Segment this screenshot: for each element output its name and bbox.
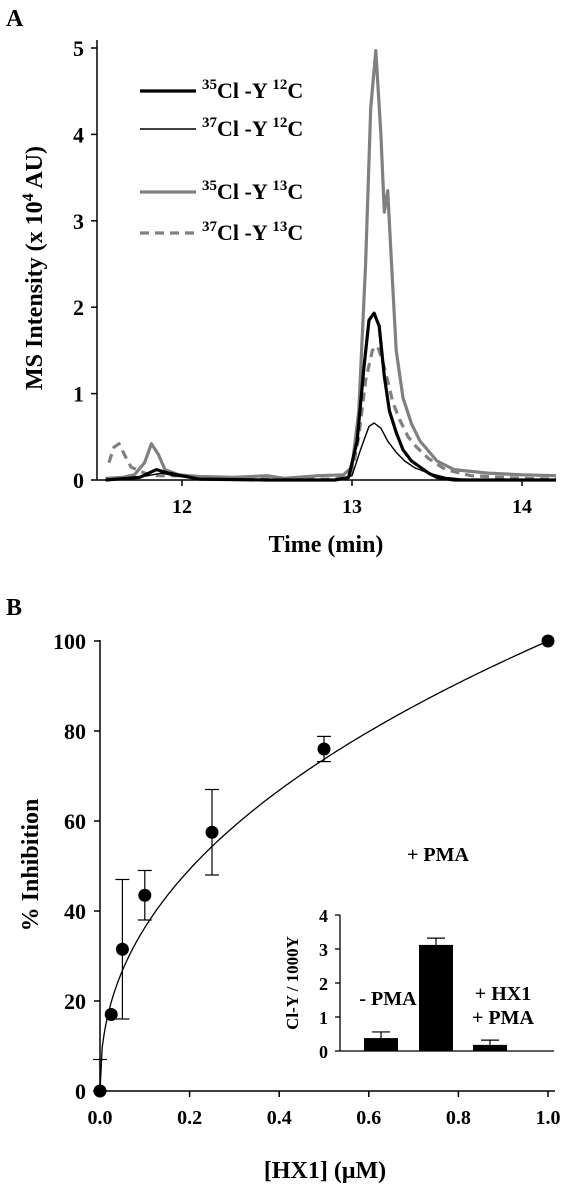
panel-a-ytick-label: 2 <box>73 295 84 320</box>
panel-b-ytick-label: 60 <box>64 809 86 834</box>
panel-a-label: A <box>6 6 24 32</box>
panel-a-ytick-label: 5 <box>73 36 84 61</box>
panel-a-series-line <box>107 344 557 481</box>
panel-a-xtick-label: 12 <box>172 496 192 518</box>
data-point <box>138 888 152 902</box>
inset-bar-label: - PMA <box>359 988 417 1010</box>
panel-b-xtick-label: 1.0 <box>536 1107 561 1129</box>
inset-bar-label: + PMA <box>407 844 469 866</box>
panel-a-ytick-label: 3 <box>73 209 84 234</box>
legend-label: 37Cl -Y 12C <box>202 115 303 141</box>
legend-label: 35Cl -Y 12C <box>202 77 303 103</box>
inset-bar <box>364 1038 398 1051</box>
panel-b-ytick-label: 100 <box>53 629 86 654</box>
panel-b-ytick-label: 40 <box>64 899 86 924</box>
panel-a-xtick-label: 13 <box>342 496 362 518</box>
panel-b-xtick-label: 0.2 <box>177 1107 202 1129</box>
inset-bar-label: + PMA <box>472 1007 534 1029</box>
panel-b-xtick-label: 0.6 <box>356 1107 381 1129</box>
inset-ytick-label: 3 <box>319 940 328 960</box>
panel-b-label: B <box>6 595 22 621</box>
inset-bar <box>473 1044 507 1051</box>
panel-b-xlabel: [HX1] (μM) <box>264 1158 386 1184</box>
panel-b-points <box>93 634 555 1098</box>
panel-a-ylabel: MS Intensity (x 104 AU) <box>20 146 48 390</box>
inset-ticks: 0 1 2 3 4 <box>319 906 340 1062</box>
data-point <box>205 825 219 839</box>
data-point <box>93 1084 107 1098</box>
panel-b-ylabel: % Inhibition <box>18 799 44 932</box>
inset-ytick-label: 1 <box>319 1008 328 1028</box>
panel-a-series-line <box>105 311 556 482</box>
panel-a-xtick-label: 14 <box>512 496 532 518</box>
panel-b-ytick-label: 80 <box>64 719 86 744</box>
inset-ylabel: Cl-Y / 1000Y <box>283 936 302 1030</box>
panel-a-series <box>105 49 557 482</box>
inset-bars: - PMA+ PMA+ HX1+ PMA <box>359 844 535 1051</box>
panel-a-ytick-label: 1 <box>73 382 84 407</box>
panel-b-xtick-label: 0.0 <box>88 1107 113 1129</box>
panel-a-legend: 35Cl -Y 12C 37Cl -Y 12C 35Cl -Y 13C 37Cl -Y… <box>140 77 303 245</box>
inset-ytick-label: 4 <box>319 906 328 926</box>
panel-a-ytick-label: 4 <box>73 122 84 147</box>
panel-a-xlabel: Time (min) <box>269 532 384 558</box>
panel-b-ytick-label: 20 <box>64 989 86 1014</box>
legend-label: 35Cl -Y 13C <box>202 178 303 204</box>
panel-b-xtick-label: 0.8 <box>446 1107 471 1129</box>
data-point <box>104 1008 118 1021</box>
data-point <box>541 634 555 648</box>
inset-ytick-label: 2 <box>319 974 328 994</box>
data-point <box>317 742 331 756</box>
inset-bar <box>419 944 453 1051</box>
inset-bar-label: + HX1 <box>475 983 531 1005</box>
data-point <box>115 942 129 956</box>
panel-a-series-line <box>105 49 557 480</box>
panel-a-ytick-label: 0 <box>73 468 84 493</box>
panel-b-xtick-label: 0.4 <box>267 1107 292 1129</box>
panel-b-ytick-label: 0 <box>75 1079 86 1104</box>
legend-label: 37Cl -Y 13C <box>202 219 303 245</box>
inset-ytick-label: 0 <box>319 1042 328 1062</box>
